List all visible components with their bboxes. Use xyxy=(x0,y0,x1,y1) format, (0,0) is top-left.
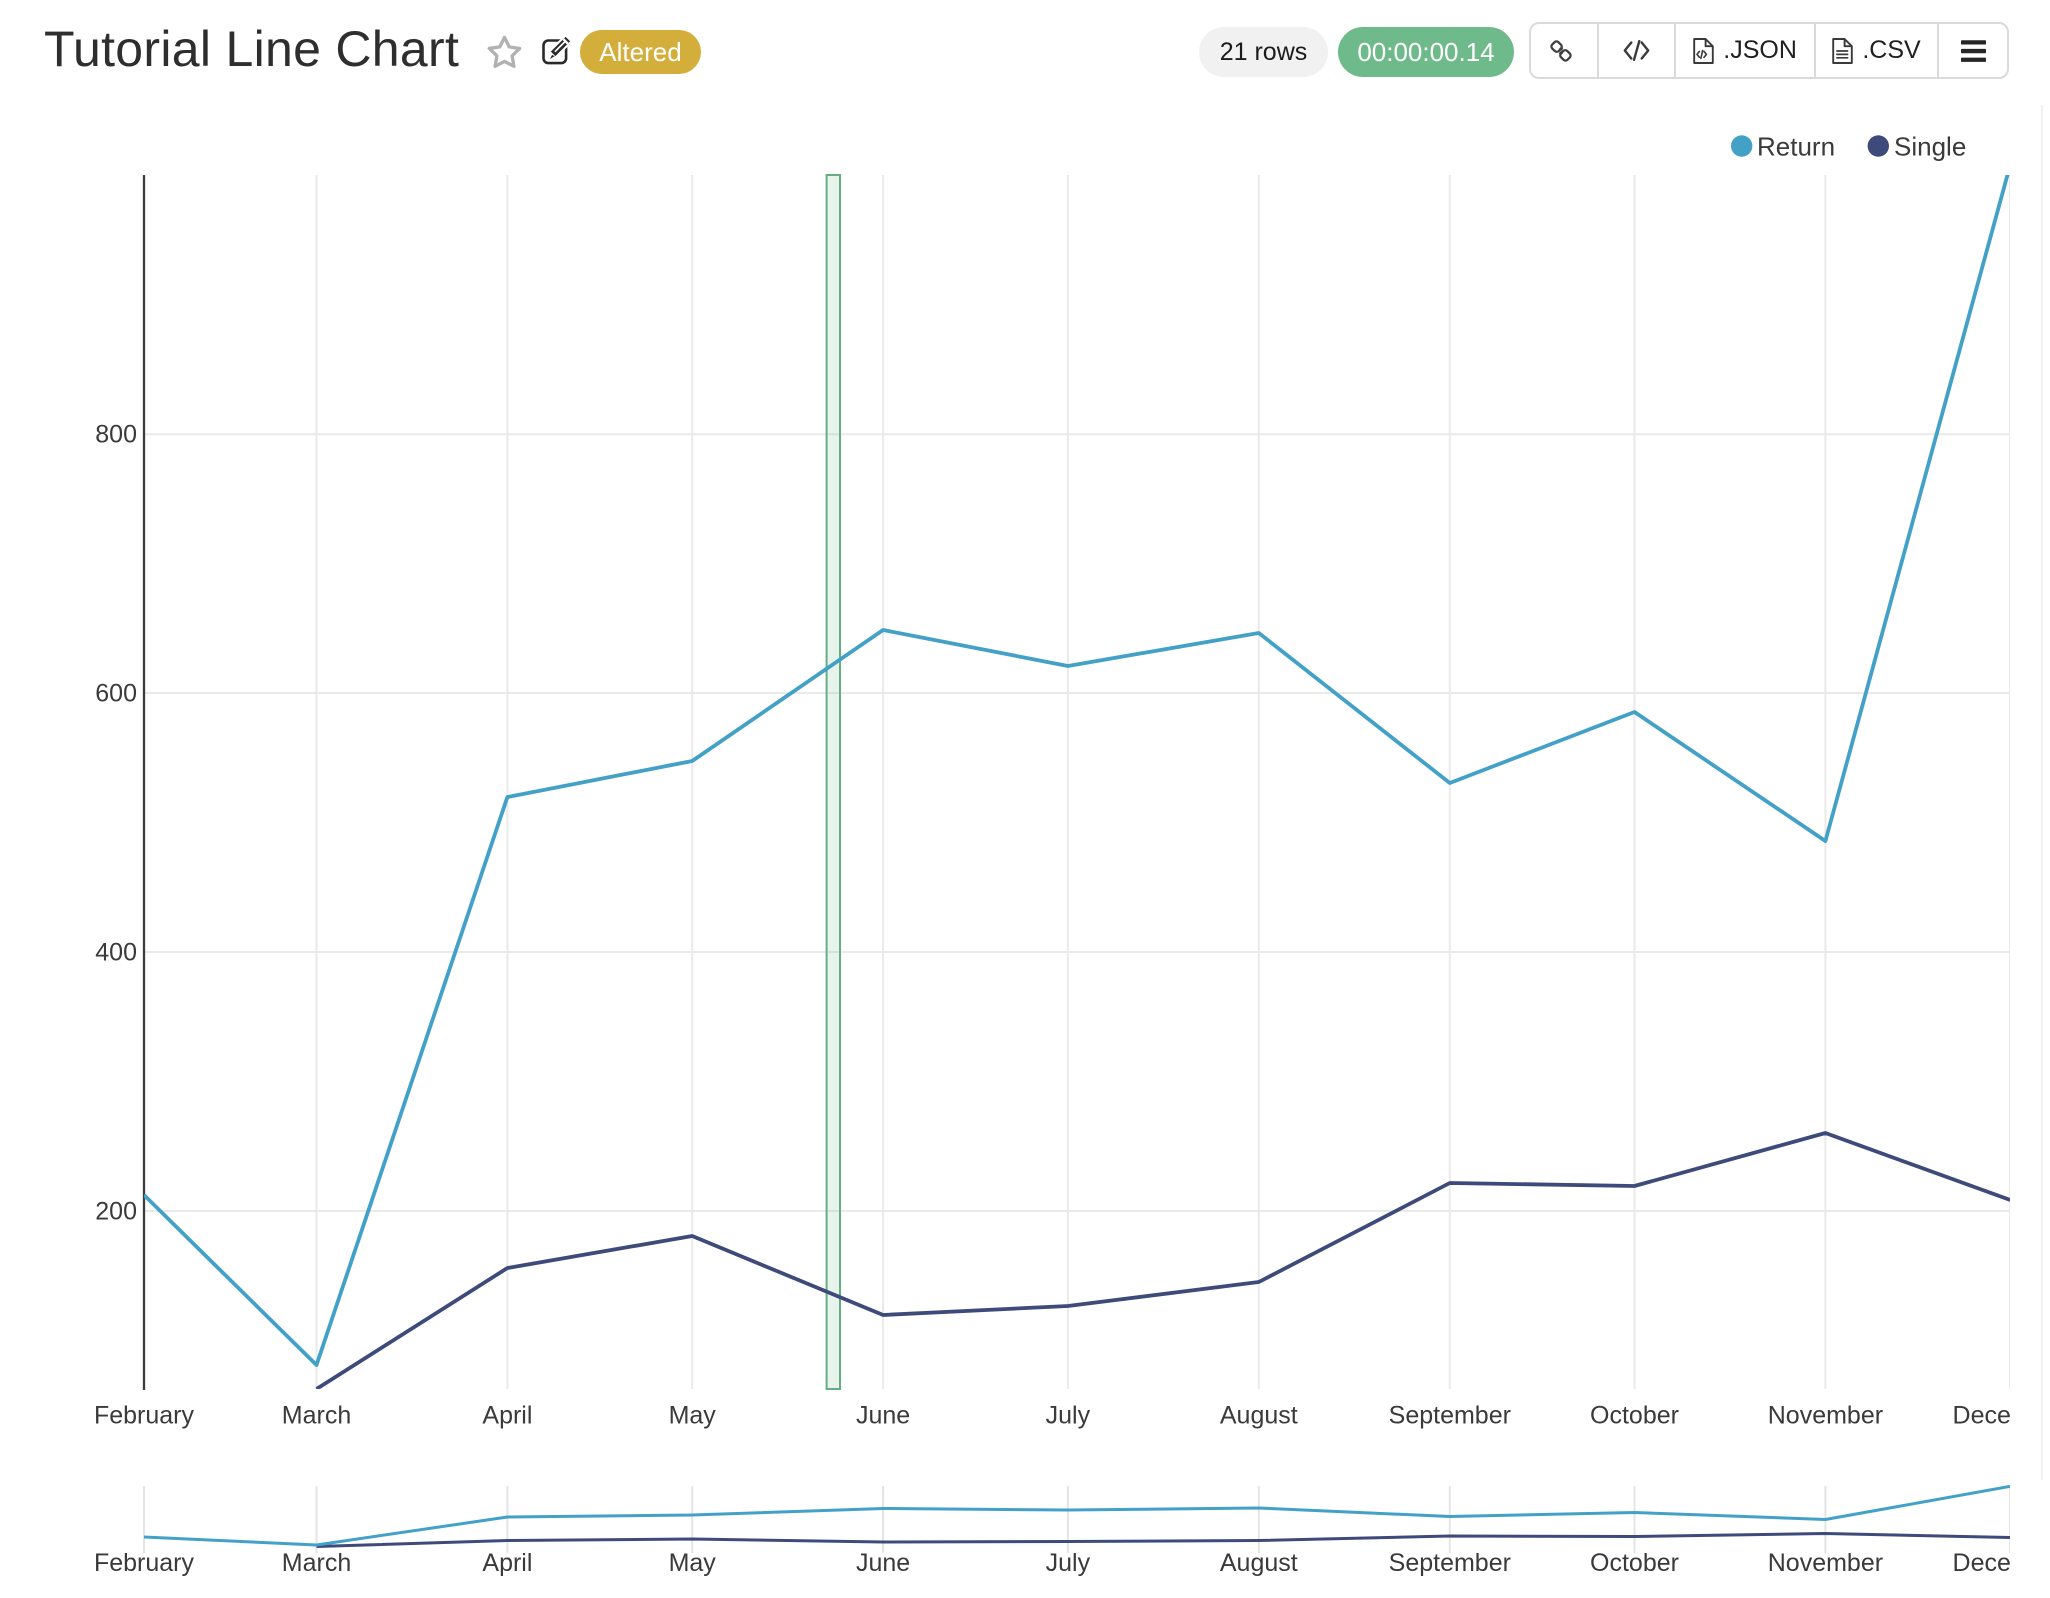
svg-text:July: July xyxy=(1046,1549,1091,1577)
svg-text:December: December xyxy=(1953,1549,2050,1577)
svg-text:400: 400 xyxy=(95,939,137,967)
svg-text:August: August xyxy=(1220,1549,1298,1577)
svg-text:June: June xyxy=(856,1402,910,1430)
svg-text:June: June xyxy=(856,1549,910,1577)
svg-text:September: September xyxy=(1389,1549,1511,1577)
svg-text:March: March xyxy=(282,1549,351,1577)
svg-text:July: July xyxy=(1046,1402,1091,1430)
svg-text:Single: Single xyxy=(1894,132,1966,162)
svg-text:April: April xyxy=(482,1402,532,1430)
svg-text:March: March xyxy=(282,1402,351,1430)
svg-text:Return: Return xyxy=(1757,132,1835,162)
svg-text:May: May xyxy=(669,1402,717,1430)
svg-text:October: October xyxy=(1590,1549,1679,1577)
svg-text:August: August xyxy=(1220,1402,1298,1430)
svg-text:600: 600 xyxy=(95,680,137,708)
svg-text:February: February xyxy=(94,1402,195,1430)
svg-text:May: May xyxy=(669,1549,717,1577)
svg-text:December: December xyxy=(1953,1402,2050,1430)
svg-text:February: February xyxy=(94,1549,195,1577)
svg-text:200: 200 xyxy=(95,1198,137,1226)
svg-text:November: November xyxy=(1768,1402,1883,1430)
svg-text:April: April xyxy=(482,1549,532,1577)
svg-text:November: November xyxy=(1768,1549,1883,1577)
svg-text:800: 800 xyxy=(95,421,137,449)
svg-text:September: September xyxy=(1389,1402,1511,1430)
svg-text:October: October xyxy=(1590,1402,1679,1430)
